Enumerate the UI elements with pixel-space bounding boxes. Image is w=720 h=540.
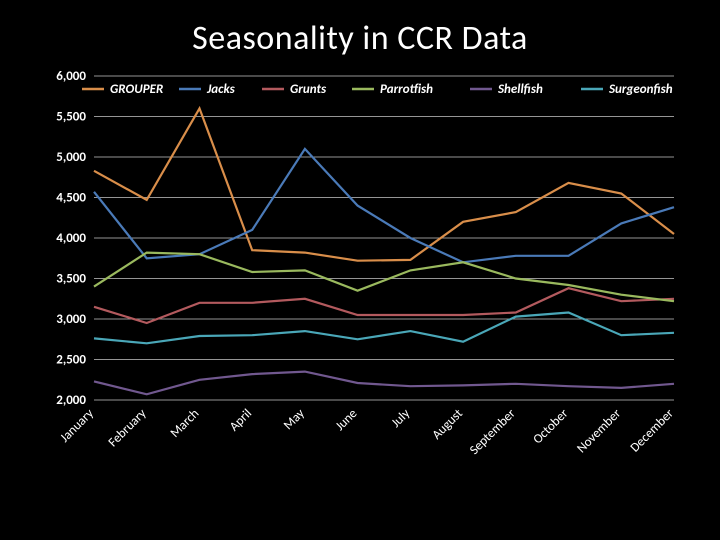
legend-label-grunts: Grunts bbox=[290, 82, 327, 97]
series-surgeonfish bbox=[94, 313, 674, 344]
gridlines bbox=[94, 76, 674, 400]
svg-text:3,500: 3,500 bbox=[56, 272, 86, 287]
svg-text:February: February bbox=[106, 406, 150, 450]
line-chart: 2,000 2,500 3,000 3,500 4,000 4,500 5,000 5,500… bbox=[38, 68, 682, 508]
svg-text:November: November bbox=[574, 406, 624, 456]
chart-svg: 2,000 2,500 3,000 3,500 4,000 4,500 5,000 5,500… bbox=[38, 68, 682, 508]
svg-text:5,500: 5,500 bbox=[56, 110, 86, 125]
svg-text:September: September bbox=[467, 406, 519, 458]
svg-text:2,000: 2,000 bbox=[56, 393, 86, 408]
chart-legend: GROUPER Jacks Grunts Parrotfish Shellfish Sur… bbox=[82, 82, 673, 97]
legend-label-surgeonfish: Surgeonfish bbox=[608, 82, 673, 97]
legend-label-jacks: Jacks bbox=[206, 82, 236, 97]
svg-text:6,000: 6,000 bbox=[56, 69, 86, 84]
svg-text:4,000: 4,000 bbox=[56, 231, 86, 246]
svg-text:October: October bbox=[530, 406, 571, 447]
legend-label-shellfish: Shellfish bbox=[497, 82, 543, 97]
svg-text:5,000: 5,000 bbox=[56, 150, 86, 165]
series-lines bbox=[94, 108, 674, 394]
svg-text:March: March bbox=[168, 406, 203, 441]
x-axis-ticks: January February March April May June July Augu… bbox=[57, 406, 677, 458]
svg-text:April: April bbox=[227, 406, 255, 434]
series-jacks bbox=[94, 149, 674, 262]
legend-label-grouper: GROUPER bbox=[110, 82, 163, 97]
svg-text:May: May bbox=[281, 406, 308, 433]
svg-text:4,500: 4,500 bbox=[56, 191, 86, 206]
series-shellfish bbox=[94, 372, 674, 395]
svg-text:3,000: 3,000 bbox=[56, 312, 86, 327]
svg-text:2,500: 2,500 bbox=[56, 353, 86, 368]
y-axis-ticks: 2,000 2,500 3,000 3,500 4,000 4,500 5,000 5,500… bbox=[56, 69, 86, 408]
svg-text:January: January bbox=[57, 406, 96, 445]
svg-text:July: July bbox=[389, 406, 414, 431]
chart-title: Seasonality in CCR Data bbox=[0, 18, 720, 59]
svg-text:December: December bbox=[628, 406, 678, 456]
series-grunts bbox=[94, 288, 674, 323]
svg-text:June: June bbox=[333, 406, 361, 434]
legend-label-parrotfish: Parrotfish bbox=[380, 82, 433, 97]
slide-root: { "title": "Seasonality in CCR Data", "b… bbox=[0, 0, 720, 540]
svg-text:August: August bbox=[429, 406, 466, 443]
